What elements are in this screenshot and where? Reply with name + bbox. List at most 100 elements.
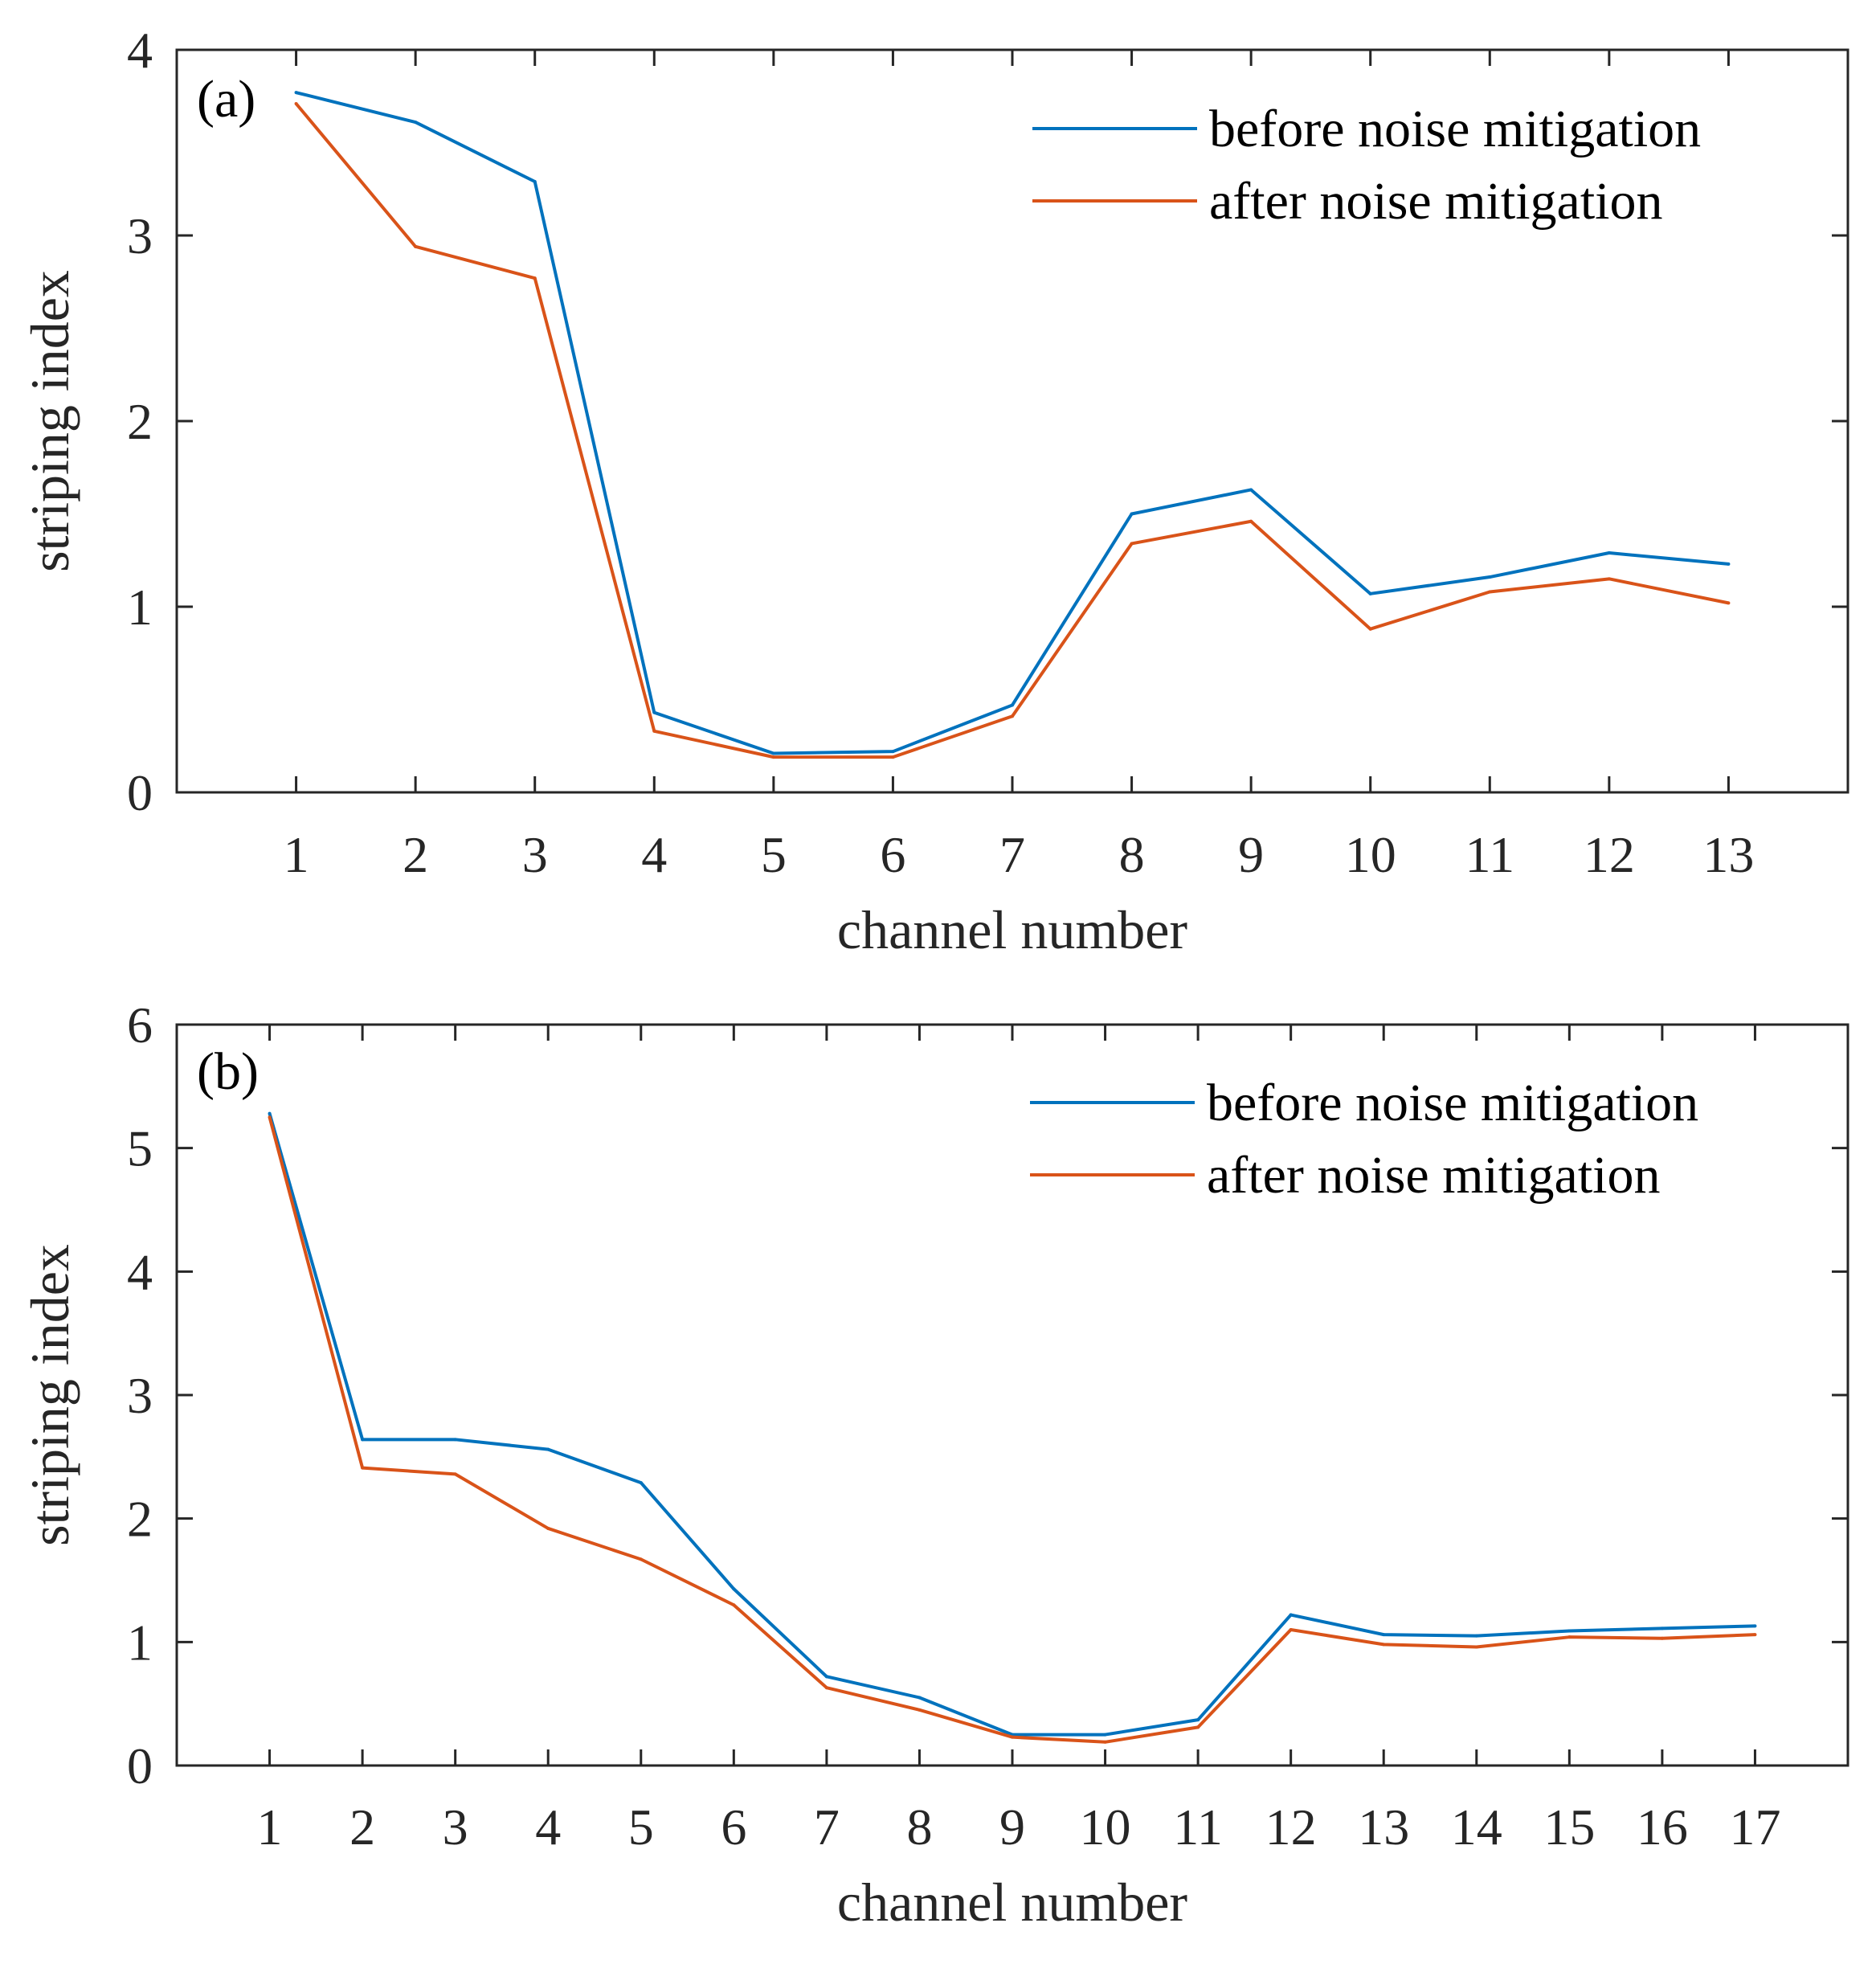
y-tick-label: 0	[127, 1737, 153, 1794]
data-point-after	[1289, 1627, 1293, 1631]
legend-entry-before: before noise mitigation	[1032, 100, 1701, 158]
data-point-after	[414, 244, 418, 248]
data-point-before	[361, 1438, 365, 1442]
data-point-before	[1567, 1629, 1572, 1633]
data-point-before	[652, 710, 656, 714]
x-tick-label: 5	[761, 826, 787, 883]
x-tick-label: 5	[628, 1798, 654, 1856]
data-point-after	[1474, 1645, 1478, 1649]
data-point-before	[824, 1675, 828, 1679]
y-tick-label: 3	[127, 1367, 153, 1424]
x-tick-label: 6	[721, 1798, 746, 1856]
y-tick-label: 3	[127, 207, 153, 264]
data-point-after	[1103, 1740, 1107, 1744]
x-tick-label: 4	[535, 1798, 561, 1856]
y-tick-label: 2	[127, 1491, 153, 1548]
data-point-after	[1196, 1725, 1200, 1729]
data-point-after	[533, 276, 537, 280]
data-point-before	[1103, 1733, 1107, 1737]
data-point-after	[1488, 590, 1492, 594]
data-point-before	[771, 751, 775, 755]
x-tick-label: 16	[1637, 1798, 1688, 1856]
data-point-after	[546, 1526, 550, 1530]
data-point-before	[1727, 562, 1731, 566]
data-point-after	[1382, 1643, 1386, 1647]
data-point-before	[268, 1111, 272, 1115]
data-point-after	[294, 101, 298, 105]
data-point-after	[732, 1603, 736, 1607]
x-tick-label: 2	[403, 826, 428, 883]
legend-label: before noise mitigation	[1209, 100, 1701, 158]
x-tick-label: 6	[880, 826, 905, 883]
x-tick-label: 9	[999, 1798, 1025, 1856]
data-point-after	[1011, 1735, 1014, 1739]
data-point-after	[891, 755, 895, 759]
data-point-before	[1289, 1613, 1293, 1617]
x-tick-label: 14	[1451, 1798, 1502, 1856]
x-tick-label: 17	[1729, 1798, 1780, 1856]
data-point-after	[453, 1472, 457, 1476]
legend-entry-before: before noise mitigation	[1030, 1074, 1698, 1132]
series-line-after	[268, 1116, 1755, 1744]
data-point-after	[639, 1557, 643, 1561]
data-point-after	[1130, 542, 1134, 546]
data-point-after	[1753, 1633, 1757, 1637]
x-tick-label: 8	[906, 1798, 932, 1856]
y-axis-title: striping index	[19, 1244, 80, 1546]
data-point-before	[1382, 1633, 1386, 1637]
data-point-after	[361, 1466, 365, 1470]
x-tick-label: 3	[443, 1798, 468, 1856]
x-tick-label: 8	[1119, 826, 1145, 883]
data-point-before	[1249, 488, 1253, 492]
data-point-after	[1727, 601, 1731, 605]
data-point-after	[1660, 1636, 1664, 1640]
data-point-before	[1660, 1626, 1664, 1631]
x-tick-label: 15	[1543, 1798, 1595, 1856]
data-point-before	[732, 1587, 736, 1591]
data-point-before	[1474, 1634, 1478, 1638]
x-tick-label: 10	[1345, 826, 1396, 883]
y-tick-label: 4	[127, 1243, 153, 1300]
x-tick-label: 10	[1080, 1798, 1131, 1856]
data-point-after	[1249, 519, 1253, 523]
data-point-before	[1607, 551, 1611, 555]
x-tick-label: 7	[814, 1798, 840, 1856]
data-point-after	[1011, 714, 1014, 718]
data-point-before	[639, 1481, 643, 1485]
data-point-after	[1567, 1635, 1572, 1639]
x-tick-label: 7	[999, 826, 1025, 883]
x-tick-label: 11	[1465, 826, 1514, 883]
x-tick-label: 3	[522, 826, 548, 883]
legend-entry-after: after noise mitigation	[1032, 172, 1663, 231]
y-tick-label: 5	[127, 1120, 153, 1177]
x-tick-label: 1	[284, 826, 309, 883]
data-point-after	[1607, 577, 1611, 581]
data-point-before	[1130, 512, 1134, 516]
data-point-before	[1488, 575, 1492, 579]
data-point-before	[1368, 591, 1372, 595]
axes-box	[175, 48, 1849, 794]
data-point-after	[771, 755, 775, 759]
x-tick-label: 2	[349, 1798, 375, 1856]
data-point-after	[824, 1686, 828, 1690]
data-point-after	[918, 1708, 922, 1712]
panel-label: (a)	[197, 70, 255, 129]
data-point-before	[1011, 703, 1014, 707]
y-axis-title: striping index	[19, 270, 80, 572]
y-tick-label: 4	[127, 22, 153, 79]
legend-label: after noise mitigation	[1207, 1146, 1661, 1205]
data-point-after	[268, 1115, 272, 1119]
data-point-before	[533, 180, 537, 184]
panel-label: (b)	[197, 1042, 259, 1101]
data-point-before	[891, 750, 895, 754]
x-tick-label: 12	[1584, 826, 1635, 883]
y-tick-label: 2	[127, 393, 153, 450]
data-point-before	[453, 1438, 457, 1442]
y-tick-label: 1	[127, 1614, 153, 1671]
data-point-after	[652, 729, 656, 733]
axes-box	[175, 1023, 1849, 1767]
data-point-before	[1196, 1718, 1200, 1722]
x-axis-title: channel number	[837, 1872, 1188, 1933]
